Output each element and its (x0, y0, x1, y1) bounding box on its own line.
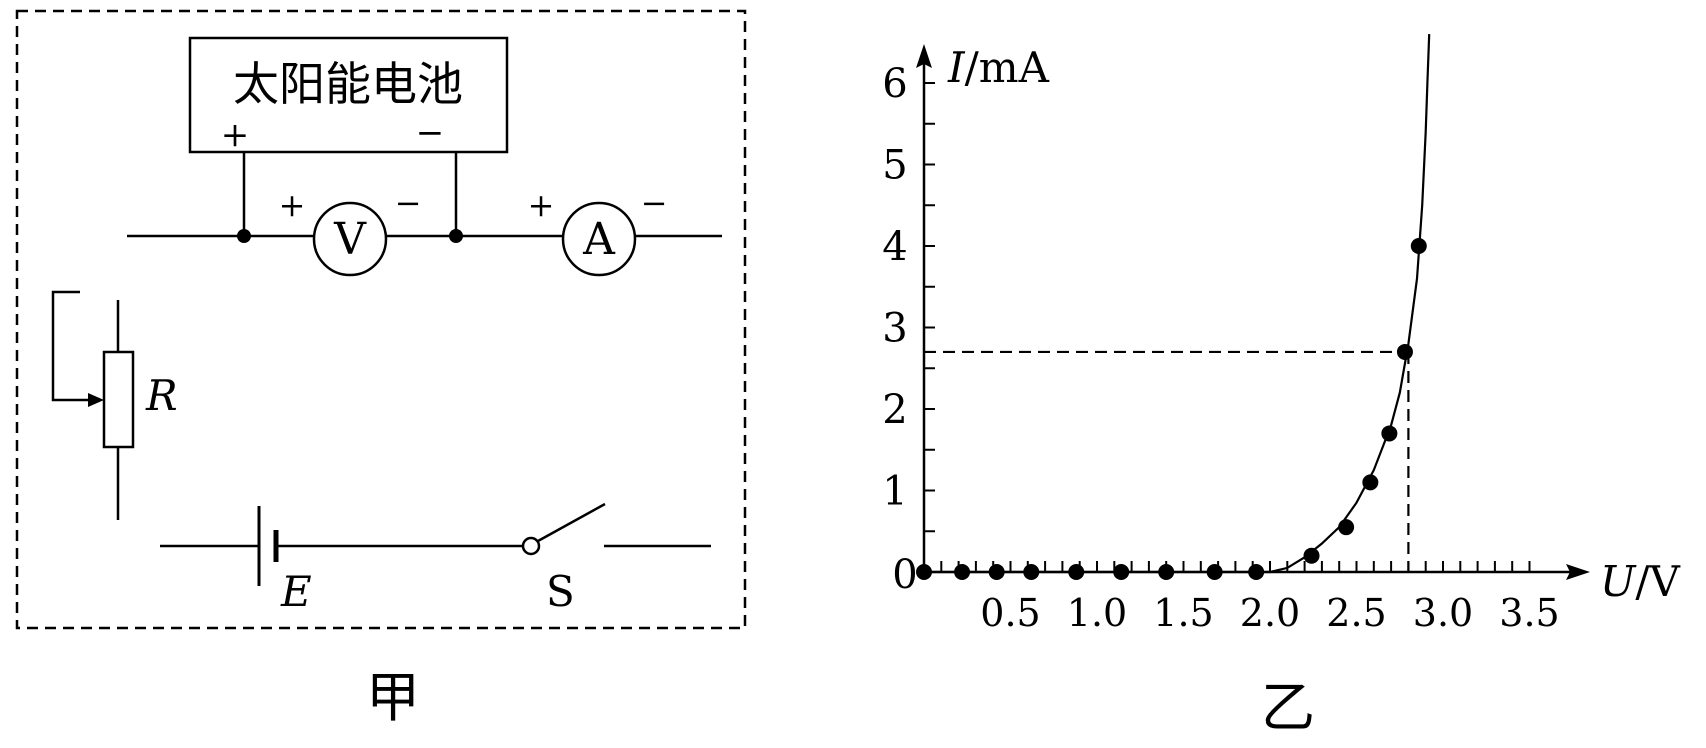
y-minor-ticks (924, 82, 935, 533)
data-point (1410, 238, 1427, 254)
data-point (916, 564, 932, 580)
data-point (1206, 564, 1223, 580)
junction-dot (237, 229, 251, 243)
data-point (1396, 343, 1413, 360)
data-point (988, 564, 1005, 580)
x-tick-label: 1.0 (1067, 591, 1127, 635)
ammeter-plus-sign: + (528, 186, 555, 224)
data-point (1362, 474, 1379, 491)
data-point (1068, 564, 1085, 580)
panel-plus-sign: + (221, 115, 250, 155)
data-point (1381, 425, 1398, 442)
y-tick-label: 6 (882, 61, 907, 107)
x-tick-label: 2.0 (1240, 591, 1300, 635)
x-tick-labels: 0.5 1.0 1.5 2.0 2.5 3.0 3.5 (980, 591, 1559, 635)
data-point (954, 564, 971, 580)
figure-a-caption: 甲 (366, 666, 420, 729)
data-point (1113, 564, 1130, 580)
y-tick-label: 4 (882, 224, 907, 270)
switch-pivot (521, 536, 541, 556)
panel-minus-sign: − (416, 113, 445, 153)
figure-b-caption: 乙 (1261, 676, 1315, 739)
circuit-dashed-frame (15, 9, 747, 630)
data-point (1303, 547, 1320, 564)
data-point (1338, 519, 1355, 536)
reference-lines (924, 350, 1410, 572)
data-points (916, 238, 1427, 580)
circuit-labels: 太阳能电池 + − V + − A + − R E S 甲 (145, 57, 667, 729)
solar-panel-box (188, 36, 509, 154)
y-axis-arrow-icon (916, 44, 932, 68)
y-tick-label: 2 (882, 387, 907, 433)
voltmeter-plus-sign: + (279, 186, 306, 224)
circuit-diagram (15, 9, 747, 630)
y-tick-label: 3 (882, 306, 907, 352)
x-tick-label: 3.5 (1499, 591, 1559, 635)
rheostat-slider-wire (51, 290, 90, 402)
junction-dot (449, 229, 463, 243)
x-tick-label: 0.5 (980, 591, 1040, 635)
solar-panel-label: 太阳能电池 (233, 57, 463, 111)
slider-arrow-icon (88, 393, 104, 407)
x-axis-symbol: U (1600, 557, 1637, 606)
switch-blade (537, 502, 606, 543)
ammeter-circle (561, 201, 637, 277)
y-tick-labels: 1 2 3 4 5 6 (882, 61, 907, 515)
voltmeter-symbol: V (333, 214, 367, 265)
fitted-curve (924, 34, 1431, 574)
y-tick-label: 1 (882, 469, 907, 515)
x-axis-unit: /V (1635, 557, 1680, 606)
ammeter-symbol: A (582, 214, 616, 265)
data-point (1248, 564, 1265, 580)
x-tick-label: 1.5 (1153, 591, 1213, 635)
rheostat-body (102, 350, 135, 449)
x-tick-label: 3.0 (1413, 591, 1473, 635)
ammeter-minus-sign: − (641, 184, 668, 222)
voltmeter-minus-sign: − (395, 184, 422, 222)
y-tick-label: 5 (882, 143, 907, 189)
data-point (1158, 564, 1175, 580)
y-axis-title: I/mA (947, 43, 1050, 92)
battery-label: E (280, 567, 312, 616)
origin-label: 0 (892, 552, 917, 598)
switch-label: S (546, 567, 575, 616)
x-axis-title: U/V (1600, 557, 1681, 606)
y-axis-symbol: I (947, 43, 966, 92)
x-tick-label: 2.5 (1326, 591, 1386, 635)
x-axis-arrow-icon (1566, 564, 1590, 580)
voltmeter-circle (312, 201, 388, 277)
data-point (1023, 564, 1040, 580)
rheostat-label: R (145, 371, 178, 420)
y-axis-unit: /mA (965, 43, 1050, 92)
